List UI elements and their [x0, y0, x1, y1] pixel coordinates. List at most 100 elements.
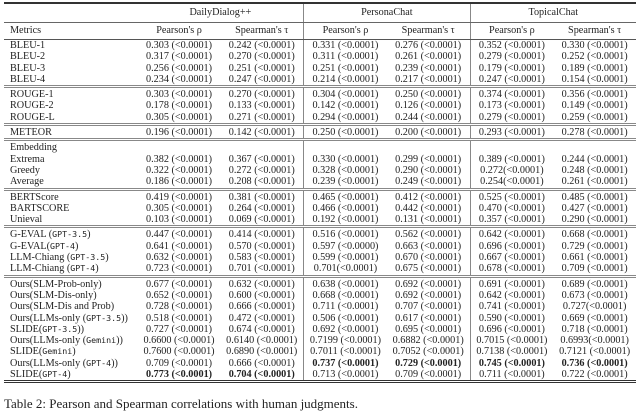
cell-value: 0.722 (<0.0001) — [561, 369, 628, 381]
cell-value: 0.701(<0.0001) — [313, 263, 378, 275]
cell-value: 0.133 (<0.0001) — [228, 100, 295, 112]
cell-value: 0.279 (<0.0001) — [478, 51, 545, 63]
dataset-header: DailyDialog++ — [137, 3, 304, 23]
cell-value: 0.382 (<0.0001) — [146, 153, 213, 165]
spearman-cell: 0.252 (<0.0001) — [553, 51, 636, 62]
spearman-cell: 0.689 (<0.0001) — [553, 274, 636, 290]
metric-name: G-EVAL (GPT-3.5) — [4, 225, 138, 241]
cell-value: 0.247 (<0.0001) — [478, 73, 545, 85]
pearson-cell: 0.667 (<0.0001) — [469, 252, 554, 264]
table-caption: Table 2: Pearson and Spearman correlatio… — [4, 396, 358, 411]
cell-value: 0.251 (<0.0001) — [228, 62, 295, 74]
spearman-cell: 0.442 (<0.0001) — [387, 203, 470, 214]
metric-label-text: ) — [87, 229, 91, 241]
pearson-cell: 0.330 (<0.0001) — [303, 153, 387, 165]
metric-label-text: Embedding — [10, 142, 57, 154]
table-row: BLEU-3 0.256 (<0.0001) 0.251 (<0.0001) 0.25… — [4, 62, 636, 74]
cell-value: 0.516 (<0.0001) — [312, 229, 379, 241]
spearman-cell: 0.6140 (<0.0001) — [220, 335, 303, 346]
table-row: Unieval 0.103 (<0.0001) 0.069 (<0.0001) 0.1… — [4, 214, 636, 227]
spearman-cell: 0.330 (<0.0001) — [553, 40, 636, 52]
metric-name: LLM-Chiang (GPT-4) — [4, 263, 138, 276]
metric-label-text: ) — [74, 240, 79, 252]
spearman-cell: 0.248 (<0.0001) — [553, 165, 636, 176]
spearman-cell: 0.239 (<0.0001) — [387, 63, 470, 74]
cell-value: 0.234 (<0.0001) — [146, 73, 213, 85]
table-row: Ours(SLM-Dis-only) 0.652 (<0.0001) 0.600 (… — [4, 289, 636, 302]
pearson-cell: 0.272(<0.0001) — [469, 164, 554, 177]
pearson-cell: 0.142 (<0.0001) — [303, 100, 387, 112]
metric-name: Extrema — [4, 154, 138, 165]
table-row: LLM-Chiang (GPT-4) 0.723 (<0.0001) 0.701 (… — [4, 263, 636, 277]
cell-value: 0.727 (<0.0001) — [146, 323, 213, 335]
cell-value: 0.381 (<0.0001) — [228, 191, 295, 203]
pearson-cell: 0.303 (<0.0001) — [138, 40, 221, 52]
cell-value: 0.328 (<0.0001) — [312, 164, 379, 176]
spearman-cell: 0.7121 (<0.0001) — [553, 346, 636, 357]
cell-value: 0.254(<0.0001) — [480, 176, 544, 188]
metric-label-text: ROUGE-2 — [10, 100, 54, 112]
metric-name: Embedding — [4, 138, 138, 154]
pearson-cell: 0.470 (<0.0001) — [469, 202, 554, 215]
metric-name: Ours(SLM-Dis and Prob) — [4, 301, 138, 312]
cell-value: 0.729 (<0.0001) — [395, 357, 462, 369]
pearson-cell: 0.173 (<0.0001) — [469, 100, 554, 112]
cell-value: 0.597 (<0.0000) — [312, 240, 379, 252]
cell-value: 0.667 (<0.0001) — [478, 252, 545, 264]
cell-value: 0.331 (<0.0001) — [312, 40, 379, 51]
spearman-cell: 0.381 (<0.0001) — [220, 187, 304, 203]
cell-value: 0.7199 (<0.0001) — [309, 335, 381, 347]
metric-name: SLIDE(GPT-3.5)) — [4, 324, 138, 335]
spearman-cell: 0.270 (<0.0001) — [220, 85, 304, 101]
cell-value: 0.675 (<0.0001) — [395, 263, 462, 275]
cell-value: 0.583 (<0.0001) — [228, 252, 295, 264]
spearman-cell: 0.242 (<0.0001) — [220, 40, 303, 52]
pearson-cell: 0.641 (<0.0001) — [138, 241, 221, 252]
spearman-cell: 0.264 (<0.0001) — [220, 203, 303, 214]
model-name: GPT-3.5 — [86, 312, 122, 323]
cell-value: 0.178 (<0.0001) — [146, 100, 213, 112]
pearson-cell — [137, 138, 221, 154]
cell-value: 0.217 (<0.0001) — [395, 73, 462, 85]
cell-value: 0.192 (<0.0001) — [312, 214, 379, 226]
spearman-cell: 0.6882 (<0.0001) — [387, 335, 470, 346]
pearson-cell: 0.727 (<0.0001) — [138, 324, 221, 335]
metric-name: ROUGE-L — [4, 112, 138, 125]
cell-value: 0.367 (<0.0001) — [228, 153, 295, 165]
table-row: LLM-Chiang (GPT-3.5) 0.632 (<0.0001) 0.583… — [4, 252, 636, 264]
pearson-cell: 0.597 (<0.0000) — [303, 240, 387, 253]
cell-value: 0.330 (<0.0001) — [312, 153, 379, 165]
cell-value: 0.696 (<0.0001) — [478, 323, 545, 335]
model-name: GPT-3.5 — [52, 229, 88, 240]
pearson-cell: 0.304 (<0.0001) — [303, 85, 387, 101]
table-row: BERTScore 0.419 (<0.0001) 0.381 (<0.0001) 0… — [4, 187, 636, 203]
spearman-cell: 0.472 (<0.0001) — [220, 313, 303, 324]
model-name: GPT-4 — [42, 369, 68, 380]
pearson-cell: 0.192 (<0.0001) — [303, 214, 387, 227]
cell-value: 0.447 (<0.0001) — [146, 229, 213, 241]
metric-name: Ours(SLM-Prob-only) — [4, 274, 138, 290]
metric-label-text: BLEU-4 — [10, 73, 46, 85]
metric-name: BLEU-3 — [4, 63, 138, 74]
cell-value: 0.632 (<0.0001) — [228, 278, 295, 290]
spearman-cell — [553, 138, 636, 154]
cell-value: 0.214 (<0.0001) — [312, 73, 379, 85]
cell-value: 0.6993(<0.0001) — [560, 335, 629, 347]
cell-value: 0.599 (<0.0001) — [312, 252, 379, 264]
cell-value: 0.131 (<0.0001) — [395, 214, 462, 226]
cell-value: 0.745 (<0.0001) — [478, 357, 545, 369]
spearman-cell: 0.701 (<0.0001) — [220, 263, 303, 276]
cell-value: 0.689 (<0.0001) — [561, 278, 628, 290]
metric-name: BARTSCORE — [4, 203, 138, 214]
cell-value: 0.414 (<0.0001) — [228, 229, 295, 241]
cell-value: 0.389 (<0.0001) — [478, 153, 545, 165]
table-row: BLEU-1 0.303 (<0.0001) 0.242 (<0.0001) 0.33… — [4, 39, 636, 52]
cell-value: 0.696 (<0.0001) — [478, 240, 545, 252]
spearman-cell: 0.414 (<0.0001) — [220, 225, 304, 241]
cell-value: 0.692 (<0.0001) — [395, 289, 462, 301]
table-row: Ours(SLM-Dis and Prob) 0.728 (<0.0001) 0.6… — [4, 301, 636, 313]
spearman-cell: 0.270 (<0.0001) — [220, 51, 303, 62]
cell-value: 0.248 (<0.0001) — [561, 164, 628, 176]
table-row: BLEU-2 0.317 (<0.0001) 0.270 (<0.0001) 0.31… — [4, 51, 636, 63]
metric-label-text: )) — [77, 323, 85, 335]
